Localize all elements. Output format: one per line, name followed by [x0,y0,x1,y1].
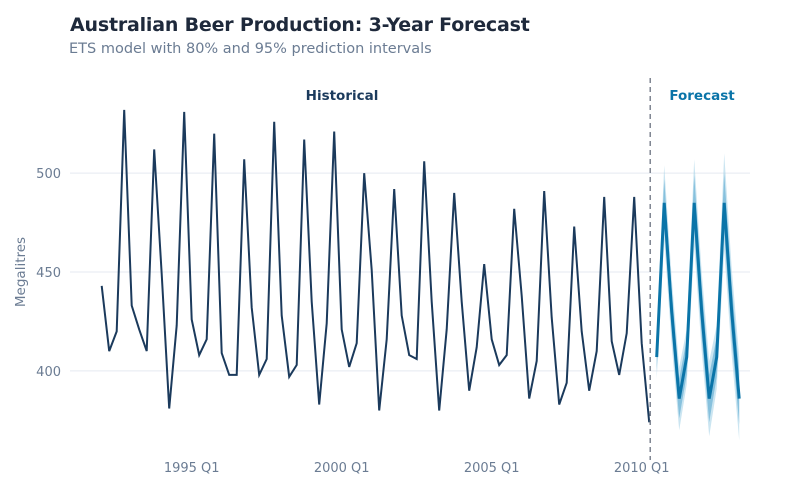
x-tick-label: 2010 Q1 [614,461,670,476]
forecast-annotation: Forecast [669,88,735,104]
prediction-interval-95-band [656,153,740,441]
historical-annotation: Historical [306,88,379,104]
x-tick-label: 2000 Q1 [314,461,370,476]
y-axis-label: Megalitres [13,237,29,307]
chart-subtitle: ETS model with 80% and 95% prediction in… [69,41,432,57]
x-tick-label: 1995 Q1 [164,461,220,476]
y-tick-label: 500 [36,167,61,182]
forecast-mean-line [655,202,741,399]
chart-title: Australian Beer Production: 3-Year Forec… [70,14,530,36]
y-tick-label: 400 [36,365,61,380]
x-tick-label: 2005 Q1 [464,461,520,476]
y-tick-label: 450 [36,266,61,281]
historical-series-line [100,109,651,423]
